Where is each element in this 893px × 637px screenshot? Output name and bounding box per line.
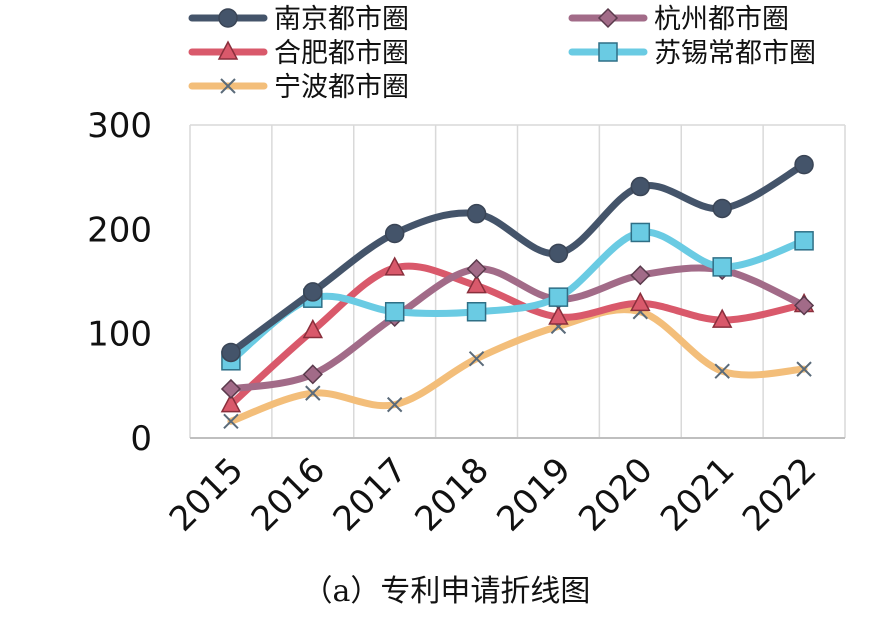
legend-item: 苏锡常都市圈 [568,38,816,69]
series-line [227,306,808,425]
x-tick-label: 2015 [162,450,251,539]
data-point [630,291,651,312]
data-point [630,176,651,197]
x-tick-label: 2016 [244,450,333,539]
legend-label: 苏锡常都市圈 [654,38,816,69]
series-0 [221,154,814,363]
data-point [466,302,487,322]
data-point [221,342,241,363]
data-point [466,203,487,224]
data-point [466,274,487,294]
data-point [223,413,239,430]
data-point [305,385,321,401]
data-point [384,223,405,244]
legend-label: 宁波都市圈 [274,72,409,103]
legend-label: 南京都市圈 [274,4,409,35]
legend-item: 宁波都市圈 [188,72,409,103]
data-point [794,231,814,251]
legend-item: 合肥都市圈 [188,38,409,69]
data-point [220,393,242,413]
x-tick-label: 2019 [489,450,578,539]
data-point [712,198,732,219]
data-point [466,258,487,280]
legend-marker [218,8,238,28]
legend-item: 南京都市圈 [188,4,409,35]
x-tick-label: 2022 [735,450,824,539]
y-tick-label: 100 [87,315,152,355]
y-tick-labels: 0 100 200 300 [87,106,152,459]
data-point [386,396,403,413]
legend-marker [597,7,619,29]
data-point [220,378,241,400]
data-point [794,154,814,175]
series-3 [221,222,814,371]
y-tick-label: 200 [87,210,152,250]
data-point [796,361,812,377]
data-point [384,256,405,276]
data-point [468,350,485,367]
data-point [548,305,569,325]
legend-marker [220,78,236,94]
y-tick-label: 0 [130,419,152,459]
data-point [712,257,732,277]
data-point [714,363,730,379]
x-tick-label: 2017 [326,450,415,539]
y-tick-label: 300 [87,106,152,146]
data-point [711,308,733,328]
x-tick-label: 2020 [571,450,660,539]
x-tick-label: 2021 [653,450,742,539]
data-point [548,243,569,264]
figure-caption: （a）专利申请折线图 [302,574,591,609]
series-4 [223,304,812,430]
legend-marker [598,42,618,62]
data-point [548,287,569,307]
data-point [794,295,815,316]
data-point [384,302,405,322]
data-point [630,222,651,243]
legend-label: 杭州都市圈 [654,4,789,35]
data-point [303,282,323,302]
legend-marker [217,40,239,60]
legend-item: 杭州都市圈 [568,4,789,35]
series-lines [220,154,815,430]
data-point [302,364,323,385]
data-point [630,265,651,286]
legend-label: 合肥都市圈 [274,38,409,69]
data-point [302,318,324,339]
x-tick-label: 2018 [407,450,496,539]
